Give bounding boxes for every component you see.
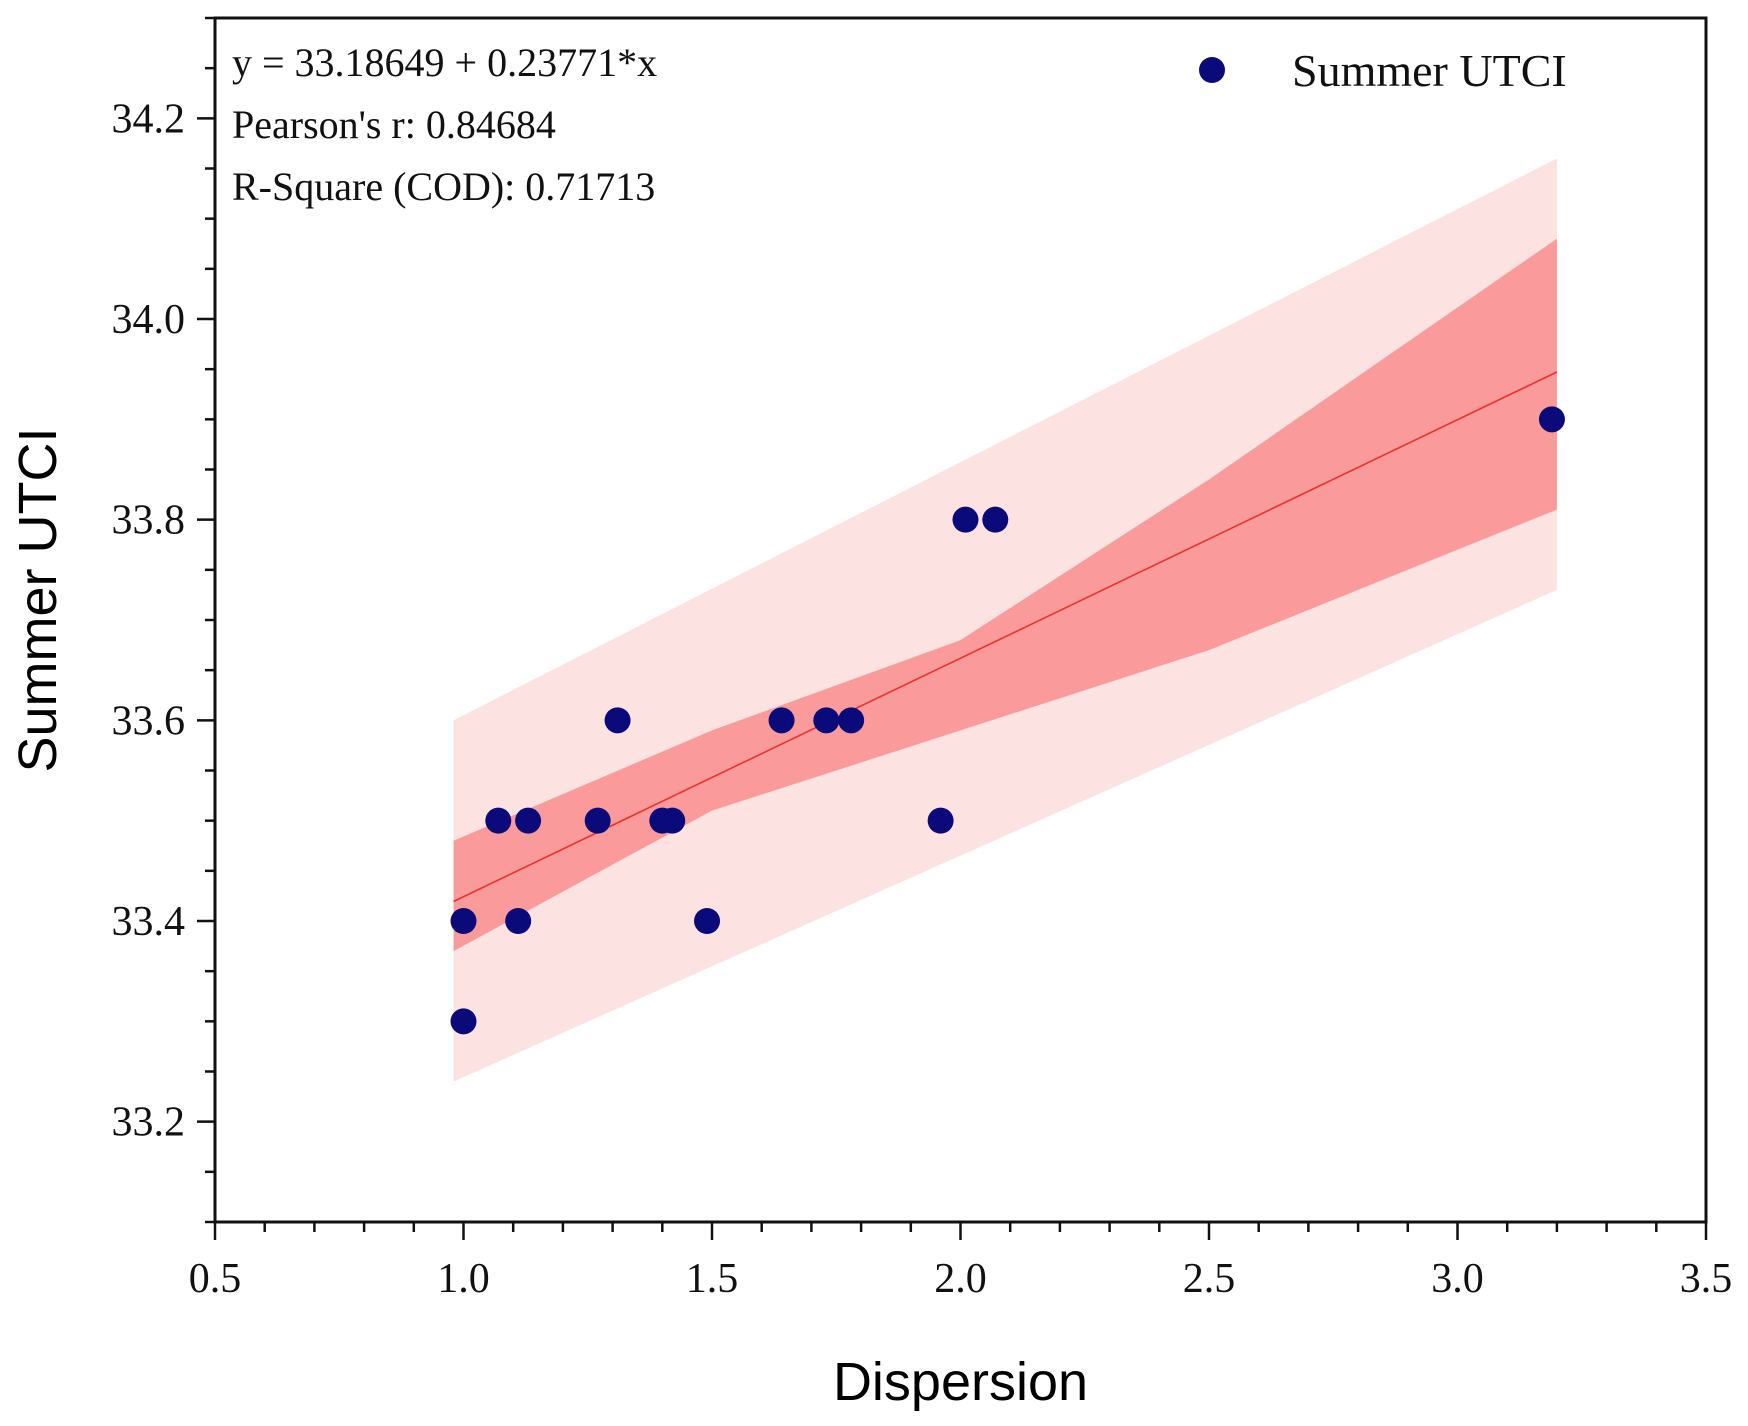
- x-tick-label: 2.5: [1183, 1256, 1236, 1302]
- x-tick-label: 1.0: [437, 1256, 490, 1302]
- x-tick-label: 3.0: [1431, 1256, 1484, 1302]
- data-point: [604, 707, 631, 734]
- y-tick-label: 33.2: [112, 1100, 186, 1146]
- bands-layer: [453, 158, 1557, 1082]
- x-axis-label: Dispersion: [833, 1352, 1088, 1412]
- y-tick-label: 33.4: [112, 899, 186, 945]
- data-point: [694, 908, 721, 934]
- x-tick-label: 1.5: [686, 1256, 739, 1302]
- y-tick-label: 34.0: [112, 297, 186, 343]
- x-tick-label: 0.5: [189, 1256, 242, 1302]
- y-tick-label: 33.8: [112, 498, 186, 544]
- data-point: [505, 908, 532, 934]
- data-point: [659, 807, 686, 834]
- y-tick-label: 34.2: [112, 96, 186, 142]
- data-point: [927, 807, 954, 834]
- confidence-band: [453, 238, 1557, 952]
- legend: Summer UTCI: [1199, 45, 1567, 96]
- y-axis-label: Summer UTCI: [8, 427, 68, 772]
- data-point: [450, 908, 477, 934]
- data-point: [813, 707, 840, 734]
- x-tick-label: 2.0: [934, 1256, 987, 1302]
- data-point: [982, 506, 1009, 533]
- legend-label: Summer UTCI: [1292, 45, 1567, 96]
- x-tick-label: 3.5: [1680, 1256, 1733, 1302]
- y-tick-label: 33.6: [112, 698, 186, 744]
- data-point: [838, 707, 865, 734]
- points-layer: [450, 406, 1565, 1035]
- tick-labels-layer: 0.5 1.0 1.5 2.0 2.5 3.0 3.5 33.2 33.4 33.6 33.8 34.…: [112, 96, 1733, 1302]
- data-point: [584, 807, 611, 834]
- equation-annotation: y = 33.18649 + 0.23771*x: [232, 40, 657, 85]
- axes-layer: [197, 16, 1708, 1240]
- annotation-block: y = 33.18649 + 0.23771*x Pearson's r: 0.…: [232, 40, 657, 209]
- data-point: [485, 807, 512, 834]
- data-point: [952, 506, 979, 533]
- data-point: [515, 807, 542, 834]
- data-point: [768, 707, 795, 734]
- legend-marker: [1199, 57, 1225, 83]
- regression-line: [453, 371, 1558, 903]
- pearson-annotation: Pearson's r: 0.84684: [232, 102, 556, 147]
- rsquare-annotation: R-Square (COD): 0.71713: [232, 164, 655, 209]
- data-point: [1538, 406, 1565, 433]
- fit-layer: [453, 371, 1558, 903]
- data-point: [450, 1008, 477, 1035]
